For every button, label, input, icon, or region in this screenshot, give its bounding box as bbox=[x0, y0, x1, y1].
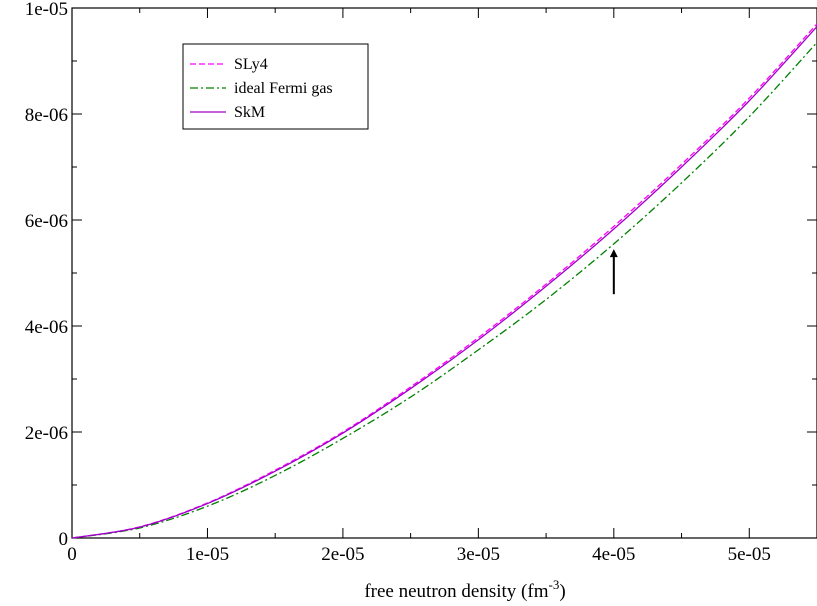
y-tick-label: 4e-06 bbox=[25, 317, 68, 338]
x-tick-label: 1e-05 bbox=[186, 544, 229, 565]
x-tick-label: 2e-05 bbox=[321, 544, 364, 565]
y-tick-label: 0 bbox=[59, 529, 69, 550]
x-axis-title-main: free neutron density (fm bbox=[364, 581, 548, 602]
x-tick-label: 3e-05 bbox=[457, 544, 500, 565]
axis-ticks bbox=[71, 7, 817, 539]
annotations bbox=[609, 249, 618, 295]
y-tick-label: 1e-05 bbox=[25, 0, 68, 20]
x-axis-title-superscript: -3 bbox=[548, 577, 559, 592]
legend-box bbox=[182, 43, 369, 130]
axis-tick-labels: 0 1e-05 2e-05 3e-05 4e-05 5e-05 0 2e-06 4e-06 6e-… bbox=[25, 0, 771, 565]
series-line-1 bbox=[71, 42, 817, 539]
x-axis-title-suffix: ) bbox=[559, 581, 565, 602]
y-tick-label: 8e-06 bbox=[25, 105, 68, 126]
series-lines bbox=[71, 23, 817, 539]
series-line-2 bbox=[71, 26, 817, 539]
legend-label: ideal Fermi gas bbox=[234, 80, 333, 97]
x-axis-title: free neutron density (fm-3) bbox=[364, 577, 565, 602]
x-tick-label: 4e-05 bbox=[592, 544, 635, 565]
y-tick-label: 6e-06 bbox=[25, 211, 68, 232]
arrow-head bbox=[609, 249, 618, 258]
legend: SLy4 ideal Fermi gas SkM bbox=[182, 43, 369, 130]
legend-label: SkM bbox=[234, 104, 265, 121]
x-tick-label: 0 bbox=[67, 544, 77, 565]
legend-label: SLy4 bbox=[234, 56, 268, 73]
y-tick-label: 2e-06 bbox=[25, 423, 68, 444]
x-tick-label: 5e-05 bbox=[728, 544, 771, 565]
